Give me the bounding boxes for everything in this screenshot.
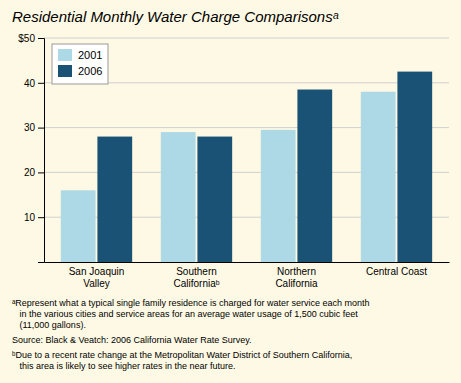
legend-item: 2001: [58, 49, 102, 61]
bar: [61, 190, 96, 262]
title: Residential Monthly Water Charge Compari…: [12, 8, 339, 25]
bar: [397, 72, 432, 262]
tick-label: 20: [24, 167, 36, 178]
bar: [261, 130, 296, 262]
tick-mark: [38, 38, 44, 39]
grid-line: [44, 38, 449, 39]
bar: [297, 90, 332, 262]
legend-frame: [52, 44, 108, 84]
tick-label: 40: [24, 78, 36, 89]
tick: $50: [18, 33, 44, 44]
tick-label: $50: [18, 33, 35, 44]
footnote: ᵃRepresent what a typical single family …: [12, 298, 370, 330]
tick-label: San JoaquinValley: [69, 266, 125, 289]
tick: SouthernCaliforniaᵇ: [173, 266, 219, 289]
plot: 10 20 30 40 $50 San JoaquinValley SouthernCali…: [18, 33, 449, 289]
legend-swatch: [58, 49, 72, 61]
tick: 40: [24, 78, 44, 89]
axis-line: [38, 39, 45, 263]
legend-item: 2006: [58, 65, 102, 77]
tick-mark: [38, 172, 44, 173]
tick-mark: [38, 217, 44, 218]
tick-mark: [38, 128, 44, 129]
chart: Residential Monthly Water Charge Compari…: [0, 0, 461, 383]
tick: 20: [24, 167, 44, 178]
bar-series: [61, 92, 396, 262]
tick-label: 10: [24, 212, 36, 223]
axis-line: [45, 262, 450, 263]
tick-label: NorthernCalifornia: [275, 266, 318, 289]
tick: NorthernCalifornia: [275, 266, 318, 289]
tick-label: 30: [24, 122, 36, 133]
legend-label: 2001: [78, 49, 102, 61]
tick-label: SouthernCaliforniaᵇ: [173, 266, 219, 289]
x-axis: San JoaquinValley SouthernCaliforniaᵇ Nort…: [45, 263, 450, 289]
bar: [197, 137, 232, 262]
tick: 10: [24, 212, 44, 223]
bar-series: [97, 72, 432, 262]
footnote: Source: Black & Veatch: 2006 California …: [12, 335, 252, 345]
tick: San JoaquinValley: [69, 266, 125, 289]
tick-mark: [38, 83, 44, 84]
y-axis: 10 20 30 40 $50: [18, 33, 44, 263]
legend-label: 2006: [78, 65, 102, 77]
bars: [61, 72, 432, 262]
legend: 2001 2006: [52, 44, 108, 84]
legend-swatch: [58, 65, 72, 77]
bar: [361, 92, 396, 262]
tick-label: Central Coast: [366, 266, 427, 277]
footnote: ᵇDue to a recent rate change at the Metr…: [12, 350, 352, 371]
tick: 30: [24, 122, 44, 133]
bar: [97, 137, 132, 262]
tick: Central Coast: [366, 266, 427, 277]
bar: [161, 132, 196, 262]
